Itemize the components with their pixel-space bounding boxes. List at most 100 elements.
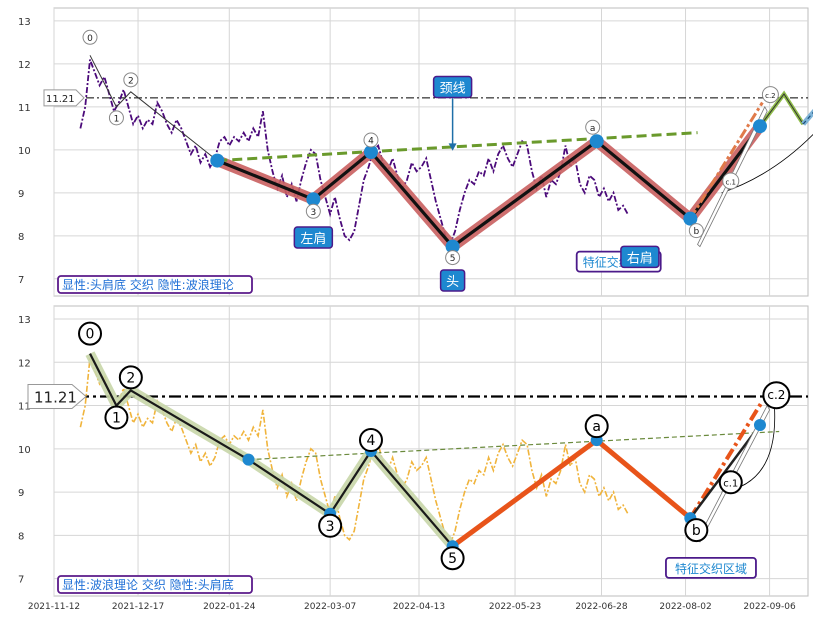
y-tick-label: 13 bbox=[18, 315, 31, 326]
x-tick-label: 2022-05-23 bbox=[489, 602, 541, 612]
pivot-point bbox=[589, 134, 604, 149]
resistance-label: 11.21 bbox=[34, 388, 77, 406]
y-tick-label: 7 bbox=[18, 275, 24, 286]
wave-label-circle bbox=[718, 470, 743, 495]
pivot-point bbox=[752, 119, 767, 134]
y-tick-label: 11 bbox=[18, 103, 31, 114]
legend-text: 显性:头肩底 交织 隐性:波浪理论 bbox=[62, 277, 234, 292]
resistance-label: 11.21 bbox=[46, 94, 75, 105]
pivot-point bbox=[210, 153, 225, 168]
zone-label-box bbox=[665, 556, 757, 579]
head-label-box bbox=[439, 269, 466, 292]
x-tick-label: 2021-11-12 bbox=[28, 602, 80, 612]
x-tick-label: 2022-06-28 bbox=[575, 602, 628, 612]
x-tick-label: 2022-09-06 bbox=[743, 602, 796, 612]
pivot-point bbox=[753, 419, 766, 432]
c-wave-line bbox=[689, 101, 764, 220]
wave-label: 1 bbox=[112, 411, 121, 427]
right-shoulder-label-box bbox=[620, 245, 660, 269]
head-label: 头 bbox=[446, 275, 459, 290]
wave-label: 3 bbox=[326, 519, 335, 535]
pivot-point bbox=[363, 145, 378, 159]
pivot-point bbox=[683, 211, 698, 226]
y-tick-label: 8 bbox=[18, 232, 24, 243]
x-tick-label: 2022-03-07 bbox=[304, 602, 356, 612]
neckline-arrow-head bbox=[448, 143, 457, 151]
wave-label-circle bbox=[684, 518, 709, 543]
left-shoulder-label-box bbox=[293, 226, 334, 249]
y-tick-label: 12 bbox=[18, 358, 31, 369]
wave-label: c.1 bbox=[723, 478, 738, 489]
y-tick-label: 9 bbox=[18, 488, 24, 499]
neckline-label: 颈线 bbox=[440, 82, 466, 97]
plot-frame bbox=[53, 305, 809, 597]
wave-label: c.2 bbox=[765, 92, 776, 100]
price-line bbox=[79, 357, 629, 547]
legend-box bbox=[57, 575, 253, 594]
wave-label-circle bbox=[123, 72, 139, 88]
wave-label-circle bbox=[363, 132, 379, 148]
resistance-label-box bbox=[27, 383, 87, 409]
wave-label: 4 bbox=[367, 433, 376, 449]
wave-label-circle bbox=[104, 405, 129, 430]
wave-label: a bbox=[592, 419, 601, 435]
projection-up-core bbox=[759, 93, 804, 127]
right-shoulder-label: 右肩 bbox=[627, 250, 653, 266]
wave-label: 4 bbox=[368, 137, 374, 147]
wave-label: b bbox=[692, 523, 701, 539]
y-tick-label: 11 bbox=[18, 402, 31, 413]
y-tick-label: 13 bbox=[18, 17, 31, 28]
legend-box bbox=[57, 275, 253, 294]
resistance-label-box bbox=[43, 89, 85, 107]
wave-label-circle bbox=[108, 110, 124, 126]
wave-label-circle bbox=[318, 513, 343, 538]
wave-label-circle bbox=[761, 86, 779, 104]
wave-label: b bbox=[693, 227, 699, 237]
wave-label: 2 bbox=[126, 370, 135, 386]
x-tick-label: 2021-12-17 bbox=[112, 602, 164, 612]
legend-text: 显性:波浪理论 交织 隐性:头肩底 bbox=[62, 577, 234, 592]
neckline-label-box bbox=[432, 75, 473, 99]
wave-label: 2 bbox=[128, 76, 134, 86]
wave-label: 5 bbox=[448, 551, 457, 567]
wave-label-circle bbox=[82, 29, 98, 45]
wave-label: 0 bbox=[87, 34, 93, 44]
wave-label-circle bbox=[688, 223, 704, 239]
x-axis: 2021-11-12 2021-12-17 2022-01-24 2022-03-07… bbox=[28, 602, 796, 612]
y-tick-label: 8 bbox=[18, 531, 24, 542]
c-wave-core bbox=[689, 424, 761, 519]
y-tick-label: 10 bbox=[18, 445, 31, 456]
wave-connector bbox=[89, 55, 218, 161]
y-tick-label: 9 bbox=[18, 189, 24, 200]
pivot-point bbox=[445, 239, 460, 254]
x-tick-label: 2022-04-13 bbox=[393, 602, 445, 612]
y-tick-label: 12 bbox=[18, 60, 31, 71]
neckline bbox=[217, 131, 698, 163]
wave-label-circle bbox=[78, 321, 103, 346]
neckline bbox=[248, 430, 780, 461]
wave-label-circle bbox=[445, 250, 461, 266]
wave-label-circle bbox=[440, 546, 465, 571]
wave-label: 0 bbox=[86, 327, 95, 343]
pivot-point bbox=[306, 192, 321, 207]
y-tick-label: 10 bbox=[18, 146, 31, 157]
wave-label: 5 bbox=[450, 254, 456, 264]
wave-label: c.1 bbox=[725, 178, 736, 186]
x-tick-label: 2022-01-24 bbox=[203, 602, 256, 612]
zone-label: 特征交织区域 bbox=[675, 561, 747, 576]
wave-label-circle bbox=[585, 119, 601, 135]
wave-label: a bbox=[590, 124, 596, 134]
wave-label: 1 bbox=[114, 114, 120, 124]
plot-frame bbox=[53, 7, 809, 297]
wave-label-circle bbox=[584, 414, 609, 439]
wave-label: c.2 bbox=[767, 388, 785, 402]
wave-label: 3 bbox=[310, 208, 316, 218]
x-tick-label: 2022-08-02 bbox=[659, 602, 711, 612]
wave-label-circle bbox=[358, 428, 383, 452]
wave-label-circle bbox=[722, 172, 740, 190]
pivot-point bbox=[242, 453, 255, 466]
